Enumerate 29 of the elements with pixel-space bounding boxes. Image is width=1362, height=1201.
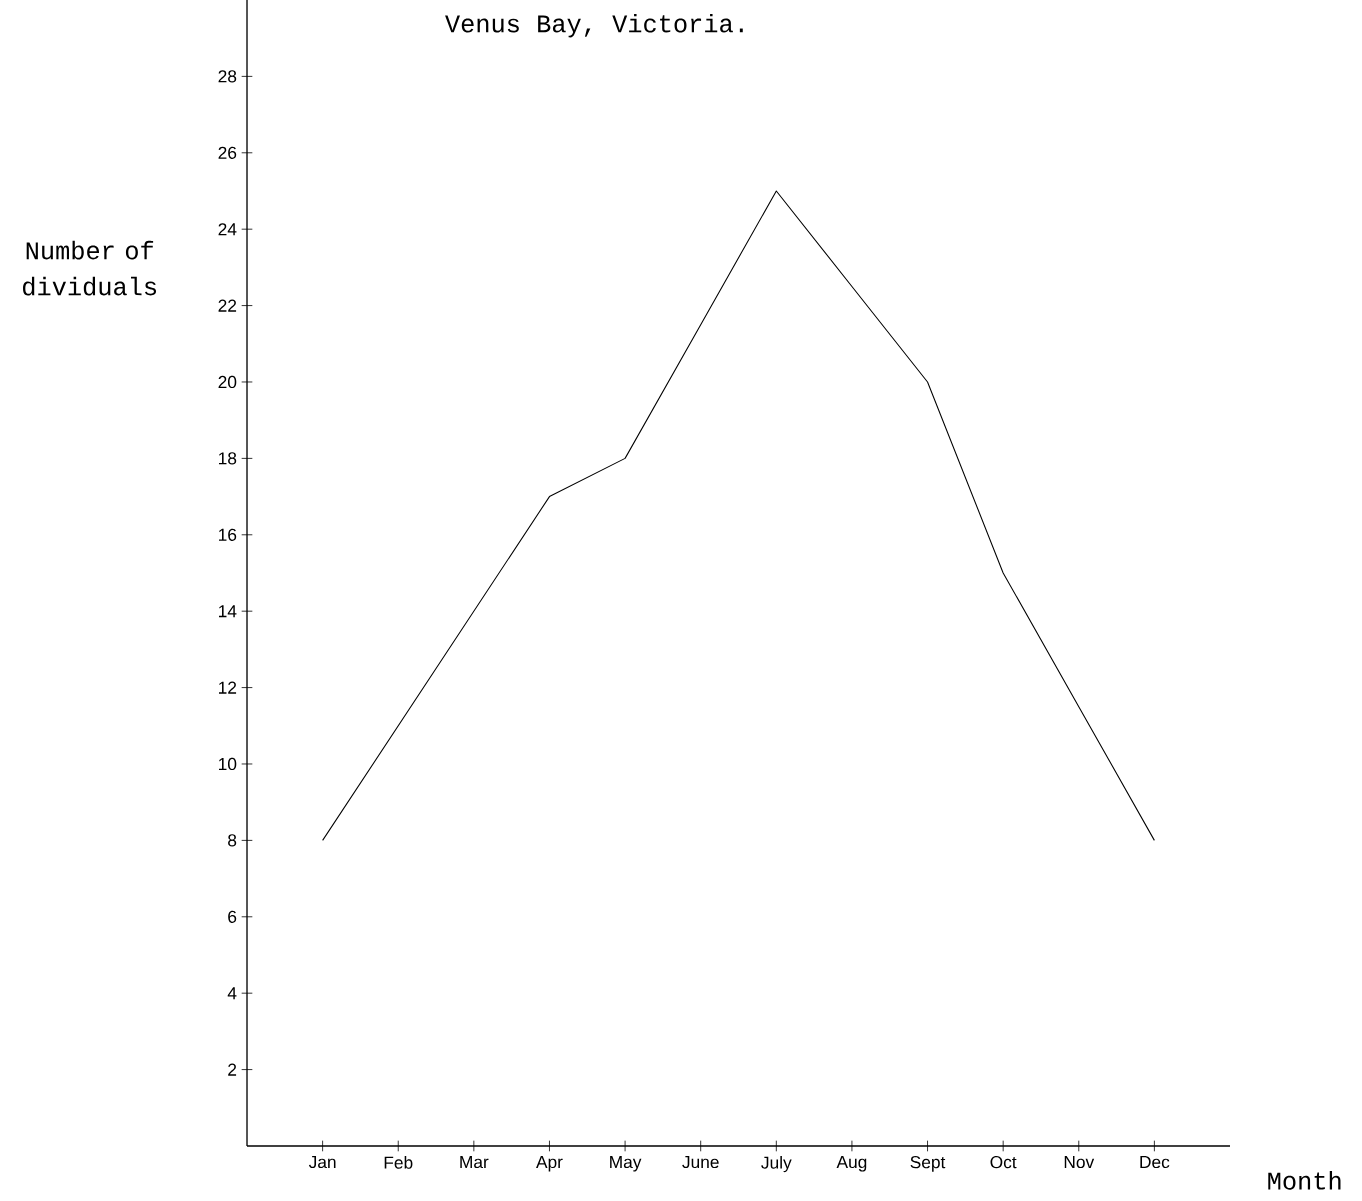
y-tick-label: 16 (219, 528, 237, 541)
x-tick-label: July (761, 1156, 792, 1173)
x-tick-label: Aug (836, 1156, 867, 1172)
x-tick-label: Nov (1064, 1156, 1095, 1169)
y-tick-label: 24 (218, 223, 237, 236)
x-tick-label: Mar (460, 1156, 489, 1169)
y-tick-label: 26 (218, 146, 237, 159)
y-tick-label: 28 (218, 70, 237, 83)
y-tick-label: 12 (219, 681, 237, 694)
x-axis-title: Month (1268, 1171, 1341, 1190)
y-tick-label: 8 (228, 834, 237, 847)
x-tick-label: June (682, 1156, 719, 1169)
x-tick-label: Dec (1140, 1156, 1170, 1169)
x-tick-label: Oct (990, 1156, 1017, 1169)
y-tick-label: 14 (219, 605, 237, 618)
x-tick-label: Sept (910, 1156, 946, 1172)
y-tick-label: 20 (218, 375, 237, 389)
y-tick-label: 22 (218, 299, 237, 312)
y-tick-label: 10 (219, 757, 237, 771)
x-tick-label: Apr (536, 1156, 563, 1172)
y-axis-title: Number of dividuals (23, 240, 157, 296)
x-tick-label: May (610, 1156, 642, 1172)
x-tick-label: Feb (384, 1156, 413, 1169)
x-tick-label: Jan (308, 1156, 336, 1169)
y-tick-label: 18 (219, 452, 237, 465)
y-tick-label: 4 (227, 987, 237, 1000)
text: Venus Bay, Victoria. (445, 13, 743, 38)
y-tick-label: 6 (228, 910, 237, 923)
y-tick-label: 2 (228, 1063, 237, 1076)
